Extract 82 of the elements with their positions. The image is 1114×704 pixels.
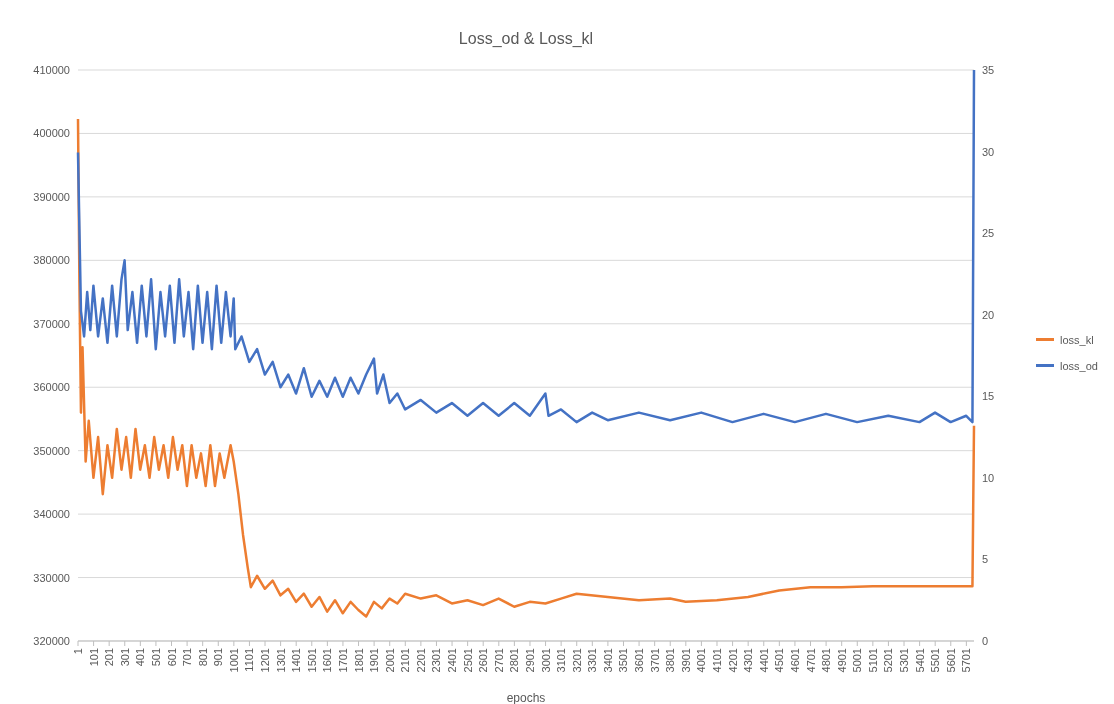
x-tick-label: 3501 [617, 648, 630, 673]
x-tick-label: 5001 [851, 648, 864, 673]
x-tick-label: 1701 [336, 648, 349, 673]
x-tick-label: 3601 [633, 648, 646, 673]
y2-tick-label: 30 [982, 145, 995, 158]
x-tick-label: 4501 [773, 648, 786, 673]
x-tick-label: 4601 [788, 648, 801, 673]
x-tick-label: 1501 [305, 648, 318, 673]
y-tick-label: 400000 [33, 127, 70, 140]
y2-tick-label: 15 [982, 390, 995, 403]
y2-tick-label: 20 [982, 308, 995, 321]
x-tick-label: 4401 [757, 648, 770, 673]
x-tick-label: 801 [196, 648, 209, 667]
x-tick-label: 701 [181, 648, 194, 667]
y2-tick-label: 5 [982, 553, 989, 566]
x-tick-label: 3701 [648, 648, 661, 673]
x-tick-label: 4101 [711, 648, 723, 673]
x-tick-label: 2501 [461, 648, 474, 673]
x-tick-label: 3401 [601, 648, 614, 673]
x-tick-label: 1 [72, 648, 84, 655]
x-tick-label: 3301 [586, 648, 599, 673]
x-tick-label: 2101 [399, 648, 412, 673]
x-tick-label: 201 [103, 648, 116, 667]
x-tick-label: 101 [87, 648, 100, 667]
x-tick-label: 1201 [259, 648, 272, 673]
x-tick-label: 4701 [804, 648, 817, 673]
line-series [76, 68, 976, 424]
y2-tick-label: 35 [982, 64, 995, 76]
y2-tick-label: 25 [982, 227, 995, 240]
x-tick-label: 3201 [570, 648, 583, 673]
x-tick-label: 2801 [508, 648, 521, 673]
x-tick-label: 5501 [929, 648, 942, 673]
x-axis-title: epochs [506, 691, 546, 704]
legend-label: loss_kl [1060, 333, 1094, 346]
x-tick-label: 3001 [539, 648, 552, 673]
chart-title: Loss_od & Loss_kl [458, 30, 594, 48]
y-tick-label: 330000 [33, 571, 70, 584]
legend-label: loss_od [1060, 359, 1098, 372]
x-tick-label: 501 [149, 648, 162, 667]
x-tick-label: 1101 [243, 648, 256, 672]
x-tick-label: 1401 [290, 648, 303, 673]
x-tick-label: 5701 [960, 648, 973, 673]
x-tick-label: 2001 [383, 648, 396, 673]
x-tick-label: 3801 [664, 648, 677, 673]
x-tick-label: 1001 [227, 648, 240, 673]
x-tick-label: 1601 [321, 648, 334, 673]
x-tick-label: 5601 [944, 648, 957, 673]
y-tick-label: 380000 [33, 254, 70, 267]
x-tick-label: 2401 [446, 648, 459, 673]
x-tick-label: 901 [212, 648, 225, 667]
y2-tick-label: 0 [982, 635, 989, 647]
x-tick-label: 5101 [866, 648, 879, 673]
x-tick-label: 2301 [430, 648, 443, 673]
x-tick-label: 4801 [820, 648, 833, 673]
x-tick-label: 1801 [352, 648, 365, 673]
x-tick-label: 401 [134, 648, 147, 667]
x-tick-label: 1301 [274, 648, 287, 673]
y-tick-label: 320000 [33, 635, 70, 647]
y-tick-label: 410000 [33, 64, 70, 76]
y-tick-label: 360000 [33, 381, 70, 394]
x-tick-label: 2901 [523, 648, 536, 673]
x-tick-label: 301 [118, 648, 131, 667]
x-tick-label: 5401 [913, 648, 926, 673]
x-tick-label: 4301 [742, 648, 755, 673]
x-tick-label: 2601 [477, 648, 490, 673]
x-tick-label: 4201 [726, 648, 739, 673]
x-tick-label: 4001 [695, 648, 708, 673]
y-tick-label: 390000 [33, 190, 70, 203]
x-tick-label: 3901 [679, 648, 692, 673]
y-tick-label: 340000 [33, 508, 70, 521]
x-tick-label: 601 [165, 648, 178, 667]
line-series [76, 117, 976, 618]
y2-tick-label: 10 [982, 471, 995, 484]
x-tick-label: 3101 [555, 648, 568, 673]
x-tick-label: 5201 [882, 648, 895, 673]
x-tick-label: 4901 [835, 648, 848, 673]
y-tick-label: 350000 [33, 444, 70, 457]
x-tick-label: 5301 [898, 648, 911, 673]
x-tick-label: 1901 [368, 648, 381, 673]
x-tick-label: 2701 [492, 648, 505, 673]
y-tick-label: 370000 [33, 317, 70, 330]
x-tick-label: 2201 [414, 648, 427, 673]
